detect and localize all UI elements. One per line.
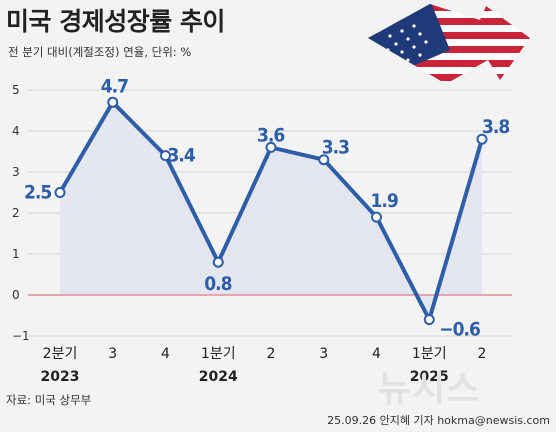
data-point bbox=[54, 187, 66, 198]
chart-subtitle: 전 분기 대비(계절조정) 연율, 단위: % bbox=[8, 45, 192, 59]
data-label: 3.3 bbox=[322, 137, 349, 159]
data-point bbox=[212, 256, 224, 268]
data-point bbox=[160, 150, 171, 162]
x-tick-label: 2분기 bbox=[43, 346, 78, 362]
data-label: 1.9 bbox=[371, 190, 398, 212]
y-tick-label: −1 bbox=[12, 329, 30, 343]
x-tick-label: 4 bbox=[161, 346, 170, 362]
x-year-label: 2024 bbox=[199, 369, 238, 385]
data-point bbox=[371, 211, 382, 223]
data-label: 3.8 bbox=[482, 116, 509, 138]
x-tick-label: 2 bbox=[267, 346, 276, 362]
data-points bbox=[54, 96, 488, 326]
data-point bbox=[423, 314, 435, 326]
source-note: 자료: 미국 상무부 bbox=[6, 393, 92, 407]
data-label: 3.4 bbox=[168, 145, 196, 167]
data-label: 4.7 bbox=[101, 75, 128, 97]
data-label: 0.8 bbox=[204, 273, 231, 295]
us-flag-icon bbox=[368, 4, 530, 84]
y-tick-label: 0 bbox=[12, 288, 20, 302]
x-tick-label: 1분기 bbox=[201, 346, 236, 362]
x-tick-label: 1분기 bbox=[412, 346, 447, 362]
data-point bbox=[265, 141, 277, 153]
data-label: 2.5 bbox=[24, 182, 51, 204]
y-tick-label: 3 bbox=[12, 165, 20, 179]
data-point bbox=[318, 154, 330, 166]
chart-title: 미국 경제성장률 추이 bbox=[6, 7, 225, 36]
data-label: −0.6 bbox=[439, 319, 480, 341]
y-tick-label: 1 bbox=[12, 247, 20, 261]
x-tick-label: 2 bbox=[478, 346, 487, 362]
watermark-logo: 뉴시스 bbox=[378, 369, 481, 410]
credit-line: 25.09.26 안지혜 기자 hokma@newsis.com bbox=[327, 414, 550, 427]
data-point bbox=[476, 133, 488, 145]
x-axis-ticks: 2분기 3 4 1분기 2 3 4 1분기 2 2023 2024 2025 bbox=[41, 346, 487, 385]
data-label: 3.6 bbox=[257, 124, 284, 146]
data-labels: 2.5 4.7 3.4 0.8 3.6 3.3 1.9 −0.6 3.8 bbox=[24, 75, 510, 341]
y-axis-ticks: 5 4 3 2 1 0 −1 bbox=[12, 83, 30, 343]
y-tick-label: 2 bbox=[12, 206, 20, 220]
data-point bbox=[107, 96, 119, 108]
y-tick-label: 4 bbox=[12, 124, 20, 138]
x-tick-label: 3 bbox=[319, 346, 328, 362]
x-tick-label: 3 bbox=[108, 346, 117, 362]
x-tick-label: 4 bbox=[372, 346, 381, 362]
x-year-label: 2025 bbox=[410, 369, 449, 385]
x-year-label: 2023 bbox=[41, 369, 80, 385]
y-tick-label: 5 bbox=[12, 83, 20, 97]
